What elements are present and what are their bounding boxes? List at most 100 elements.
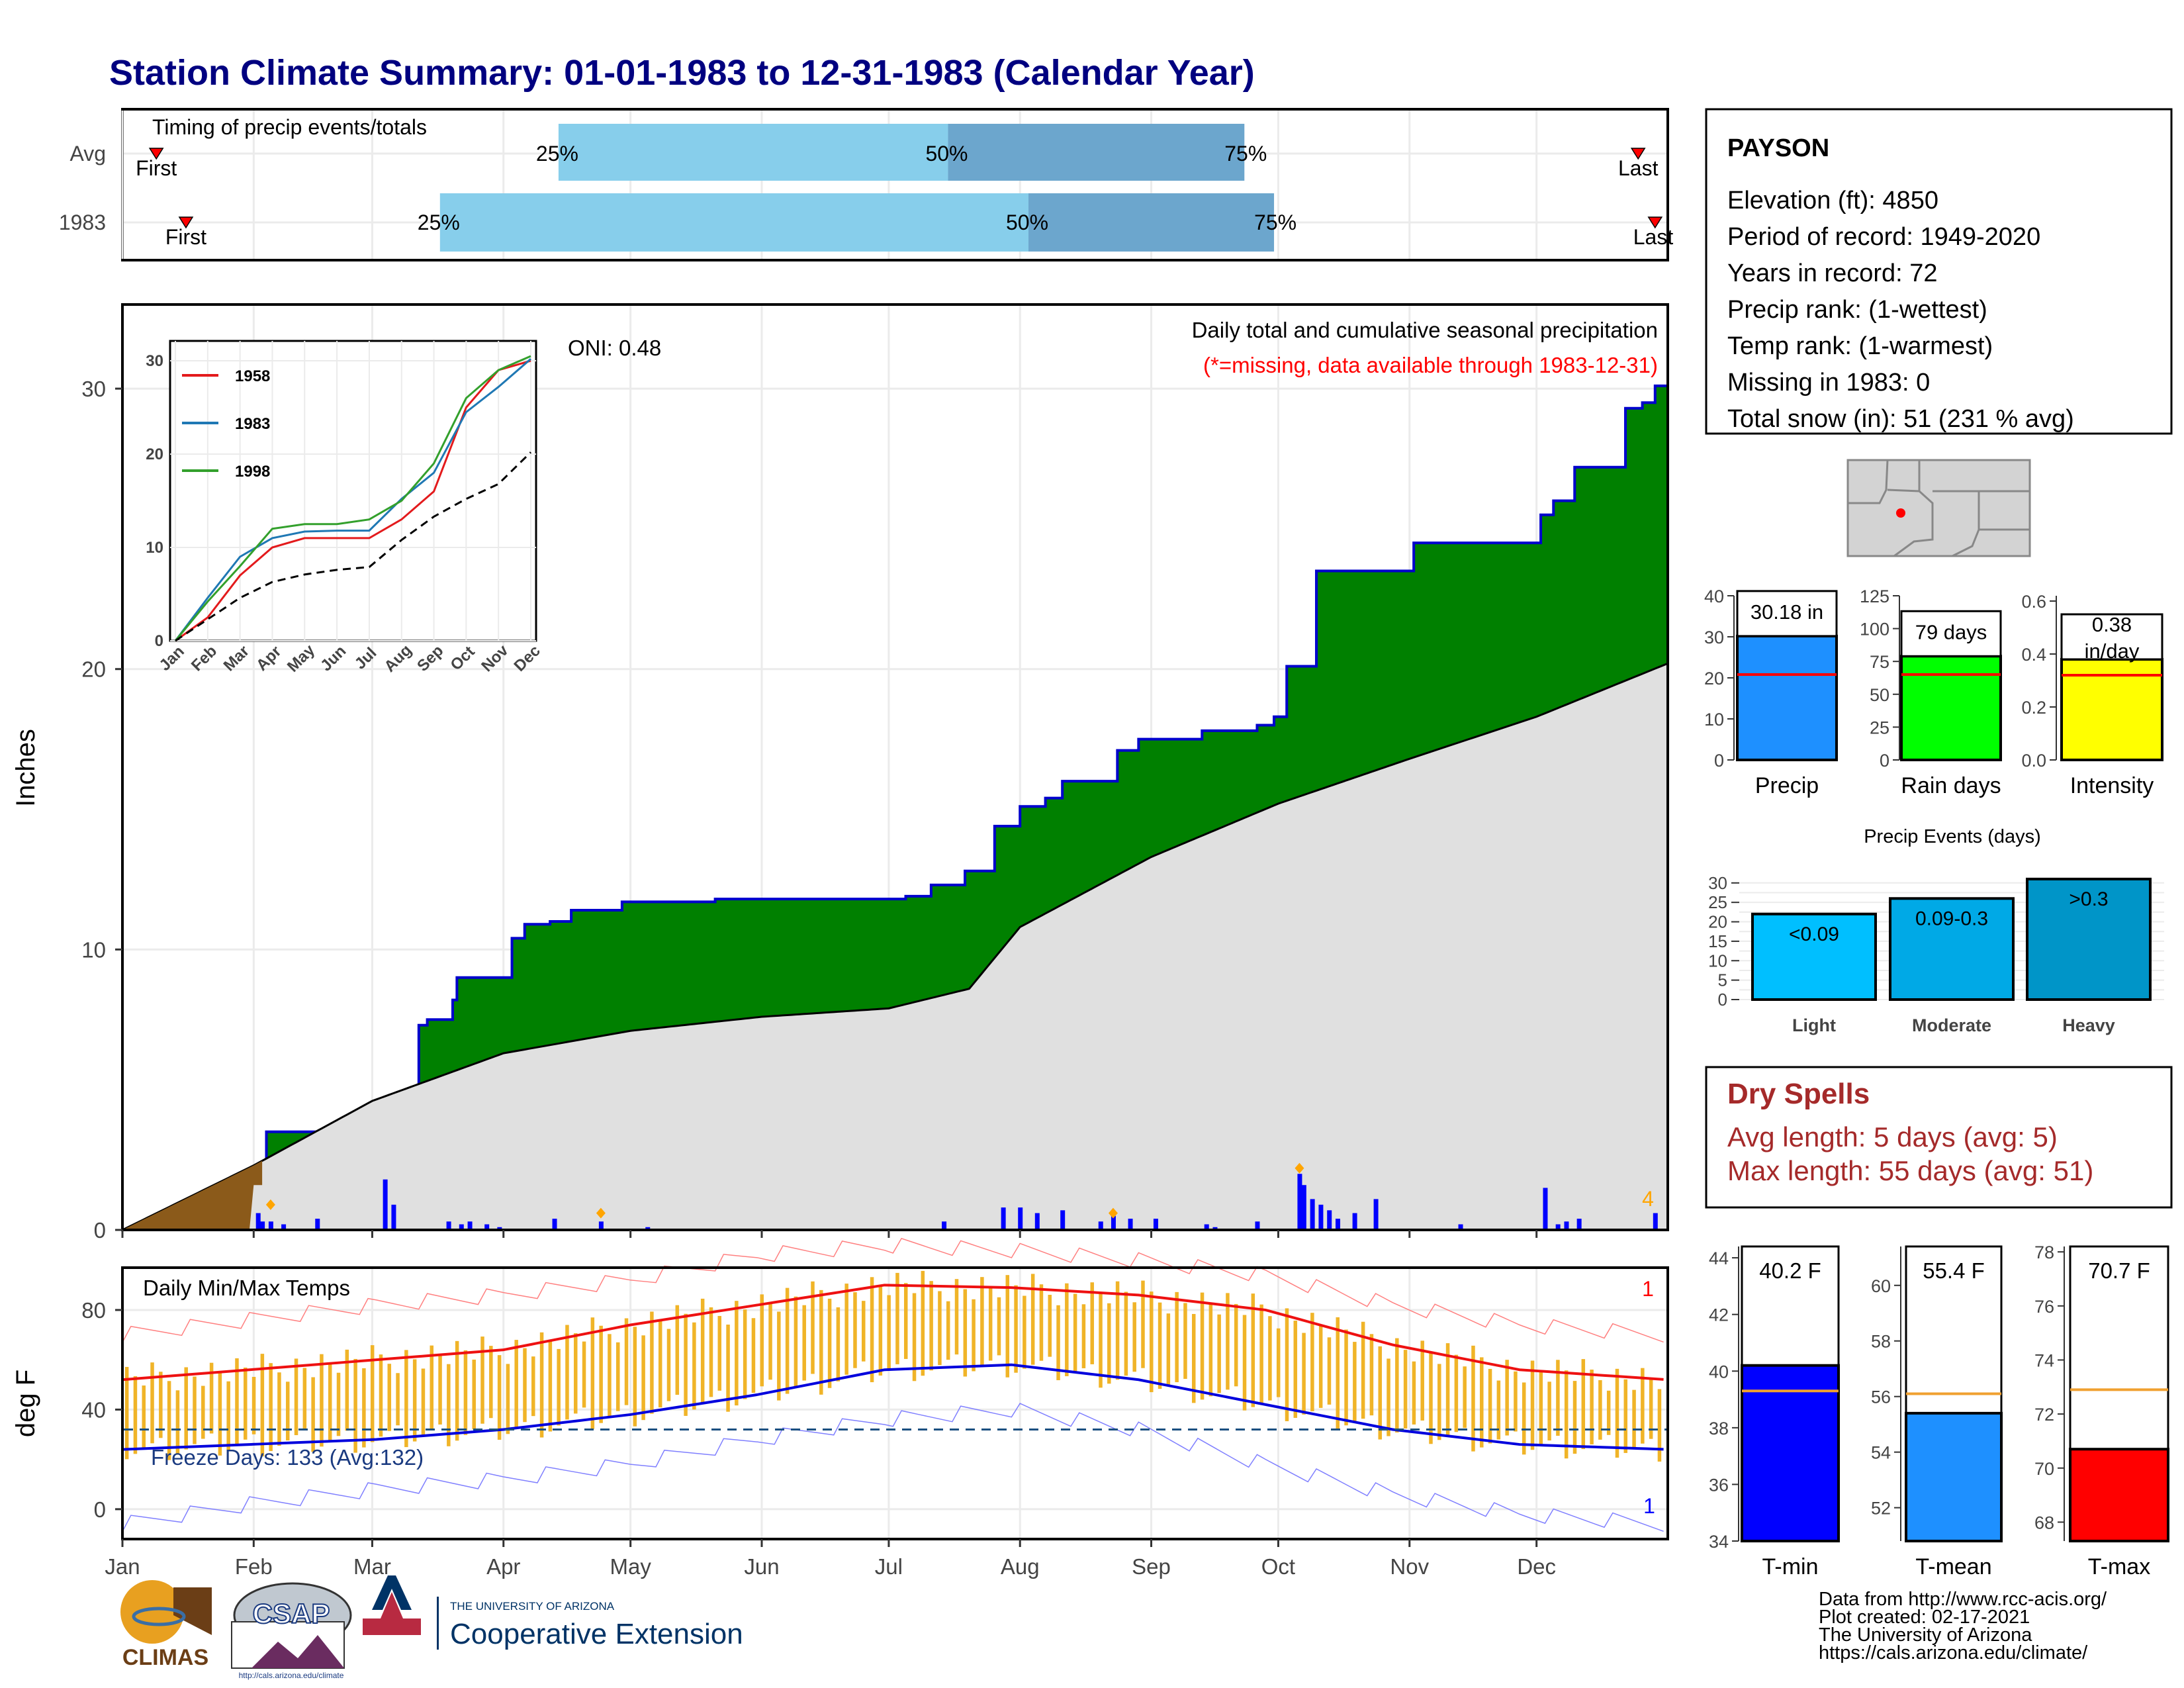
- daily-temp-bar: [1200, 1292, 1205, 1400]
- daily-temp-bar: [615, 1342, 620, 1411]
- daily-temp-bar: [912, 1293, 917, 1382]
- credit-line-4: https://cals.arizona.edu/climate/: [1819, 1642, 2088, 1664]
- inset-line-1958: [175, 359, 531, 642]
- daily-precip-bar: [255, 1213, 261, 1230]
- month-label: Aug: [1001, 1554, 1040, 1579]
- mini-bar-value: 0.38: [2092, 613, 2132, 636]
- daily-temp-bar: [430, 1345, 433, 1430]
- daily-precip-bar: [446, 1221, 451, 1230]
- daily-temp-bar: [785, 1288, 790, 1394]
- events-bar-label: Moderate: [1912, 1015, 1991, 1035]
- daily-temp-bar: [768, 1303, 772, 1380]
- month-label: Oct: [1261, 1554, 1295, 1579]
- daily-temp-bar: [1572, 1381, 1577, 1454]
- daily-temp-bar: [1183, 1303, 1187, 1380]
- station-info-box: PAYSON Elevation (ft): 4850 Period of rec…: [1705, 108, 2173, 435]
- temp-summary-label: T-min: [1762, 1554, 1819, 1579]
- temp-summary-ytick: 68: [2034, 1513, 2054, 1532]
- daily-precip-bar: [391, 1204, 396, 1230]
- csap-logo: CSAP http://cals.arizona.edu/climate: [231, 1582, 352, 1680]
- daily-temp-bar: [1429, 1352, 1433, 1444]
- mini-bar-ytick: 125: [1860, 586, 1889, 606]
- precip-header-line2: (*=missing, data available through 1983-…: [1203, 353, 1658, 377]
- daily-temp-bar: [1234, 1303, 1238, 1387]
- daily-temp-bar: [675, 1305, 680, 1395]
- inset-line-1983: [174, 358, 531, 641]
- climas-logo: CLIMAS: [120, 1580, 212, 1670]
- daily-temp-bar: [142, 1385, 146, 1449]
- temp-summary-ytick: 40: [1709, 1362, 1729, 1382]
- month-label: Mar: [353, 1554, 391, 1579]
- daily-temp-bar: [167, 1381, 171, 1460]
- events-ytick: 10: [1708, 951, 1727, 970]
- month-label: Jan: [105, 1554, 140, 1579]
- daily-temp-bar: [1514, 1371, 1518, 1432]
- daily-temp-bar: [590, 1317, 595, 1429]
- temp-summary-value: 70.7 F: [2088, 1258, 2150, 1283]
- daily-precip-bar: [1204, 1224, 1209, 1230]
- daily-temp-bar: [1141, 1280, 1145, 1368]
- daily-temp-bar: [1387, 1358, 1390, 1436]
- daily-temp-bar: [777, 1311, 781, 1401]
- daily-temp-bar: [1285, 1308, 1289, 1421]
- daily-temp-bar: [514, 1340, 518, 1429]
- daily-temp-bar: [1344, 1329, 1348, 1426]
- daily-temp-bar: [1657, 1389, 1662, 1462]
- temp-summary-ytick: 42: [1709, 1305, 1729, 1325]
- daily-temp-bar: [1590, 1370, 1594, 1444]
- daily-temp-bar: [1420, 1340, 1424, 1421]
- timing-p50-label: 50%: [1006, 211, 1048, 234]
- station-info-line: Total snow (in): 51 (231 % avg): [1727, 405, 2074, 433]
- daily-temp-bar: [311, 1377, 315, 1452]
- temp-summary-ytick: 74: [2034, 1350, 2054, 1370]
- daily-temp-bar: [751, 1318, 756, 1393]
- mini-bar-ytick: 75: [1870, 652, 1889, 672]
- daily-temp-bar: [921, 1270, 925, 1376]
- daily-temp-bar: [294, 1358, 298, 1436]
- mini-bar-value-box: [1900, 610, 2002, 657]
- precip-average-cumulative-area: [122, 662, 1669, 1231]
- temp-summary-label: T-max: [2088, 1554, 2150, 1579]
- station-info-line: Temp rank: (1-warmest): [1727, 332, 1993, 360]
- daily-temp-bar: [396, 1373, 400, 1426]
- daily-temp-bar: [1488, 1368, 1492, 1444]
- first-event-label: First: [136, 156, 177, 180]
- daily-temp-bar: [692, 1322, 696, 1410]
- daily-temp-bar: [480, 1336, 484, 1424]
- daily-temp-bar: [235, 1358, 239, 1445]
- daily-temp-bar: [1581, 1359, 1586, 1450]
- mini-bar-ytick: 20: [1704, 669, 1724, 688]
- daily-temp-bar: [1606, 1390, 1611, 1435]
- daily-temp-bar: [1445, 1343, 1450, 1436]
- events-bar-bin: >0.3: [2069, 888, 2108, 910]
- daily-temp-bar: [972, 1299, 976, 1372]
- daily-temp-bar: [938, 1291, 942, 1366]
- month-label: Apr: [486, 1554, 520, 1579]
- daily-temp-bar: [150, 1362, 154, 1444]
- temp-summary-ytick: 54: [1871, 1443, 1891, 1463]
- daily-temp-bar: [1090, 1282, 1094, 1364]
- daily-temp-bar: [1175, 1291, 1179, 1383]
- last-event-label: Last: [1618, 156, 1659, 180]
- daily-temp-bar: [1226, 1293, 1230, 1390]
- daily-precip-bar: [1373, 1199, 1379, 1230]
- temp-summary-value: 40.2 F: [1759, 1258, 1821, 1283]
- first-event-marker: [178, 216, 194, 229]
- daily-temp-bar: [903, 1283, 908, 1359]
- daily-temp-bar: [1014, 1285, 1018, 1373]
- station-info-line: Elevation (ft): 4850: [1727, 187, 1938, 214]
- mini-bar-ytick: 30: [1704, 628, 1724, 647]
- daily-temp-bar: [827, 1298, 832, 1388]
- daily-temp-bar: [404, 1350, 408, 1448]
- timing-bar-50-75: [948, 124, 1245, 181]
- temp-summary-ytick: 78: [2034, 1243, 2054, 1262]
- daily-temp-bar: [201, 1385, 205, 1439]
- daily-temp-bar: [565, 1325, 569, 1420]
- precip-ytick-label: 30: [81, 377, 106, 401]
- record-low-line: [122, 1403, 1664, 1532]
- daily-temp-bar: [320, 1354, 324, 1447]
- temperature-summary-bars: 34 36 38 40 42 44 40.2 F T-min 52 54 56 58 60 55.4 F T…: [1709, 1243, 2169, 1579]
- mini-bar-value: 79 days: [1915, 620, 1987, 643]
- daily-temp-bar: [1336, 1317, 1340, 1429]
- station-name: PAYSON: [1727, 134, 1829, 162]
